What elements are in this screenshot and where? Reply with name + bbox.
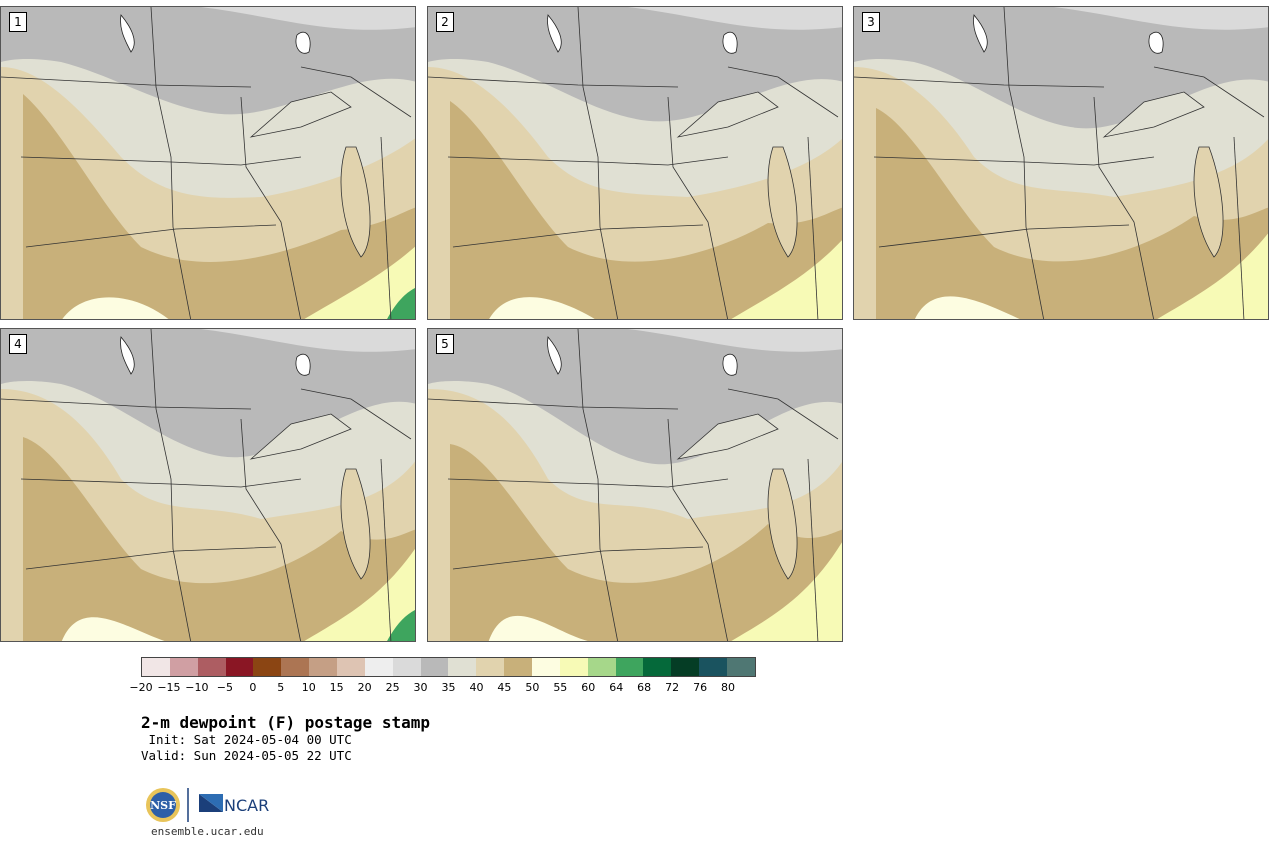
colorbar-swatch: [615, 658, 644, 676]
colorbar-swatch: [504, 658, 533, 676]
panel-number-label: 2: [436, 12, 454, 32]
colorbar-tick-label: 68: [637, 681, 652, 694]
ncar-logo-text: NCAR: [224, 796, 269, 815]
colorbar-swatch: [559, 658, 588, 676]
colorbar-tick-label: 0: [249, 681, 257, 694]
colorbar-swatch: [532, 658, 560, 676]
map-panel-2: 2: [427, 6, 843, 320]
colorbar-swatch: [671, 658, 700, 676]
panel-number-label: 1: [9, 12, 27, 32]
colorbar-swatch: [225, 658, 254, 676]
colorbar-swatch: [420, 658, 449, 676]
colorbar-tick-label: 35: [441, 681, 456, 694]
colorbar-tick-label: 72: [665, 681, 680, 694]
colorbar-tick-label: 10: [301, 681, 316, 694]
logos: NSF NCAR: [145, 786, 275, 826]
colorbar-tick-label: 20: [357, 681, 372, 694]
colorbar-tick-label: 15: [329, 681, 344, 694]
valid-time: Valid: Sun 2024-05-05 22 UTC: [141, 748, 352, 763]
colorbar-tick-label: 50: [525, 681, 540, 694]
colorbar-tick-label: −20: [129, 681, 153, 694]
colorbar-tick-label: 80: [721, 681, 736, 694]
colorbar-swatch: [364, 658, 393, 676]
colorbar-swatch: [587, 658, 616, 676]
colorbar-tick-label: 55: [553, 681, 568, 694]
colorbar-tick-label: −5: [216, 681, 233, 694]
colorbar-tick-label: 76: [693, 681, 708, 694]
colorbar: [141, 657, 756, 677]
init-time: Init: Sat 2024-05-04 00 UTC: [141, 732, 352, 747]
panel-number-label: 4: [9, 334, 27, 354]
colorbar-tick-label: 30: [413, 681, 428, 694]
colorbar-tick-label: 5: [277, 681, 285, 694]
ncar-logo: NCAR: [199, 794, 269, 815]
colorbar-tick-label: 45: [497, 681, 512, 694]
colorbar-swatch: [337, 658, 365, 676]
map-panel-4: 4: [0, 328, 416, 642]
map-panel-3: 3: [853, 6, 1269, 320]
map-panel-5: 5: [427, 328, 843, 642]
website-link[interactable]: ensemble.ucar.edu: [151, 825, 264, 838]
colorbar-tick-labels: −20 −15 −10 −5 0 5 10 15 20 25 30 35 40 45 50 55 60 64 68 7…: [129, 681, 756, 695]
colorbar-swatch: [169, 658, 198, 676]
colorbar-tick-label: −15: [157, 681, 181, 694]
panel-number-label: 3: [862, 12, 880, 32]
colorbar-swatch: [281, 658, 310, 676]
map-panel-1: 1: [0, 6, 416, 320]
colorbar-tick-label: 60: [581, 681, 596, 694]
colorbar-swatch: [392, 658, 421, 676]
figure-title: 2-m dewpoint (F) postage stamp: [141, 713, 430, 732]
nsf-logo: NSF: [146, 788, 180, 822]
colorbar-tick-label: 64: [609, 681, 624, 694]
colorbar-swatch: [309, 658, 338, 676]
colorbar-swatch: [197, 658, 226, 676]
colorbar-swatch: [142, 658, 170, 676]
nsf-logo-text: NSF: [150, 799, 176, 812]
colorbar-swatch: [476, 658, 505, 676]
colorbar-swatch: [727, 658, 755, 676]
colorbar-swatch: [643, 658, 672, 676]
title-block: 2-m dewpoint (F) postage stamp Init: Sat…: [141, 713, 430, 764]
colorbar-swatch: [448, 658, 477, 676]
colorbar-swatch: [253, 658, 282, 676]
colorbar-tick-label: −10: [185, 681, 209, 694]
colorbar-swatch: [699, 658, 728, 676]
colorbar-tick-label: 40: [469, 681, 484, 694]
colorbar-tick-label: 25: [385, 681, 400, 694]
panel-number-label: 5: [436, 334, 454, 354]
